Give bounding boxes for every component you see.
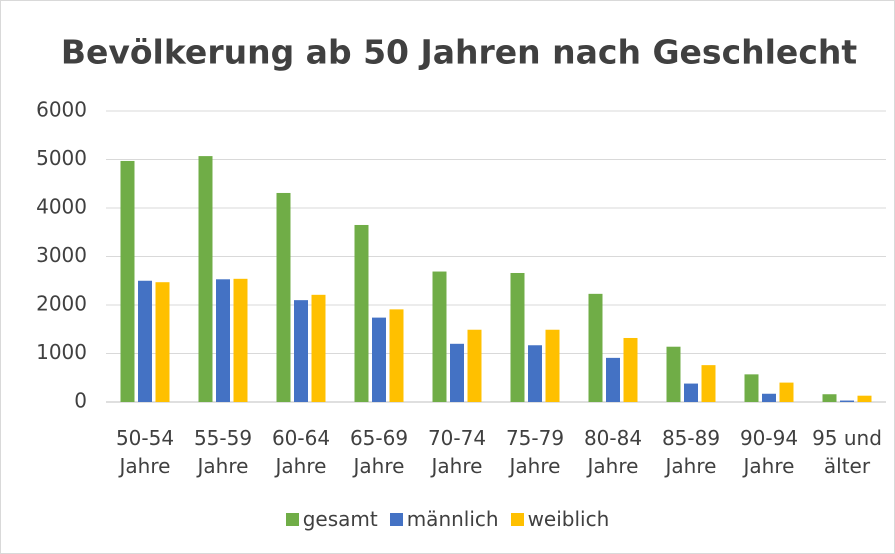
bar (198, 156, 213, 402)
bar (666, 346, 681, 402)
bar (606, 357, 620, 402)
bar (857, 395, 872, 402)
x-tick-label: 65-69 Jahre (349, 426, 409, 478)
legend-item: gesamt (285, 507, 378, 531)
y-tick-label: 5000 (36, 146, 87, 170)
bar (216, 279, 230, 402)
bar (155, 282, 170, 402)
legend-label: gesamt (302, 507, 378, 531)
bar (467, 329, 482, 402)
legend-swatch (510, 512, 524, 526)
y-tick-label: 0 (74, 389, 87, 413)
bar (233, 278, 248, 402)
bar (840, 400, 854, 402)
y-tick-label: 6000 (36, 98, 87, 122)
bar (354, 224, 369, 402)
legend-item: weiblich (510, 507, 610, 531)
y-tick-label: 4000 (36, 195, 87, 219)
x-tick-label: 55-59 Jahre (193, 426, 253, 478)
y-tick-label: 3000 (36, 243, 87, 267)
x-tick-label: 60-64 Jahre (271, 426, 331, 478)
x-tick-label: 95 und älter (812, 426, 882, 478)
legend-item: männlich (389, 507, 499, 531)
bar (276, 192, 291, 402)
legend: gesamt männlich weiblich (1, 507, 894, 531)
bar (701, 365, 716, 402)
bar (120, 160, 135, 402)
x-tick-label: 50-54 Jahre (115, 426, 175, 478)
bar (779, 382, 794, 402)
bar (623, 337, 638, 402)
bar (510, 272, 525, 402)
x-tick-label: 75-79 Jahre (505, 426, 565, 478)
legend-swatch (389, 512, 403, 526)
legend-label: männlich (406, 507, 499, 531)
bar (294, 300, 308, 402)
bar (822, 394, 837, 402)
bar (432, 271, 447, 402)
bar (311, 294, 326, 402)
legend-swatch (285, 512, 299, 526)
bar (528, 345, 542, 402)
x-tick-label: 90-94 Jahre (739, 426, 799, 478)
bar (588, 293, 603, 402)
bar (372, 317, 386, 402)
x-tick-label: 80-84 Jahre (583, 426, 643, 478)
x-tick-label: 70-74 Jahre (427, 426, 487, 478)
bar (684, 383, 698, 402)
legend-label: weiblich (527, 507, 610, 531)
bar (744, 374, 759, 402)
x-tick-label: 85-89 Jahre (661, 426, 721, 478)
bar (138, 280, 152, 402)
y-tick-label: 2000 (36, 292, 87, 316)
bar (545, 329, 560, 402)
bar (389, 309, 404, 402)
bar (450, 343, 464, 402)
bar (762, 393, 776, 402)
y-tick-label: 1000 (36, 340, 87, 364)
chart-title: Bevölkerung ab 50 Jahren nach Geschlecht (61, 33, 858, 72)
